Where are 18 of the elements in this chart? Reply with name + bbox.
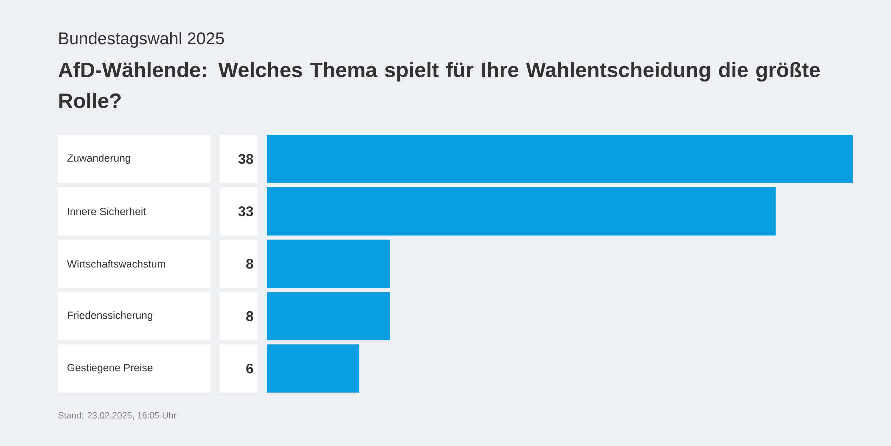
y-tick-label: Gestiegene Preise <box>68 364 153 374</box>
text: Stand: 23.02.2025, 16:05 Uhr <box>58 412 177 420</box>
chart-subtitle: Bundestagswahl 2025 <box>60 32 224 48</box>
bar <box>267 344 360 393</box>
data-label: 8 <box>246 311 254 322</box>
data-label: 33 <box>238 206 254 217</box>
bar <box>267 292 390 340</box>
chart-title: AfD-Wählende: Welches Thema spielt für Ihre Wahlentscheidung die größte Rolle? <box>58 62 820 108</box>
data-label: 8 <box>246 259 254 269</box>
data-label: 38 <box>238 154 254 164</box>
y-tick-label: Friedenssicherung <box>68 312 153 322</box>
y-tick-label: Wirtschaftswachstum <box>67 260 166 268</box>
data-label: 6 <box>246 364 254 374</box>
bar <box>267 135 854 184</box>
bar <box>267 240 390 288</box>
y-tick-label: Zuwanderung <box>68 154 130 164</box>
bar <box>267 187 776 236</box>
y-tick-label: Innere Sicherheit <box>68 208 146 216</box>
